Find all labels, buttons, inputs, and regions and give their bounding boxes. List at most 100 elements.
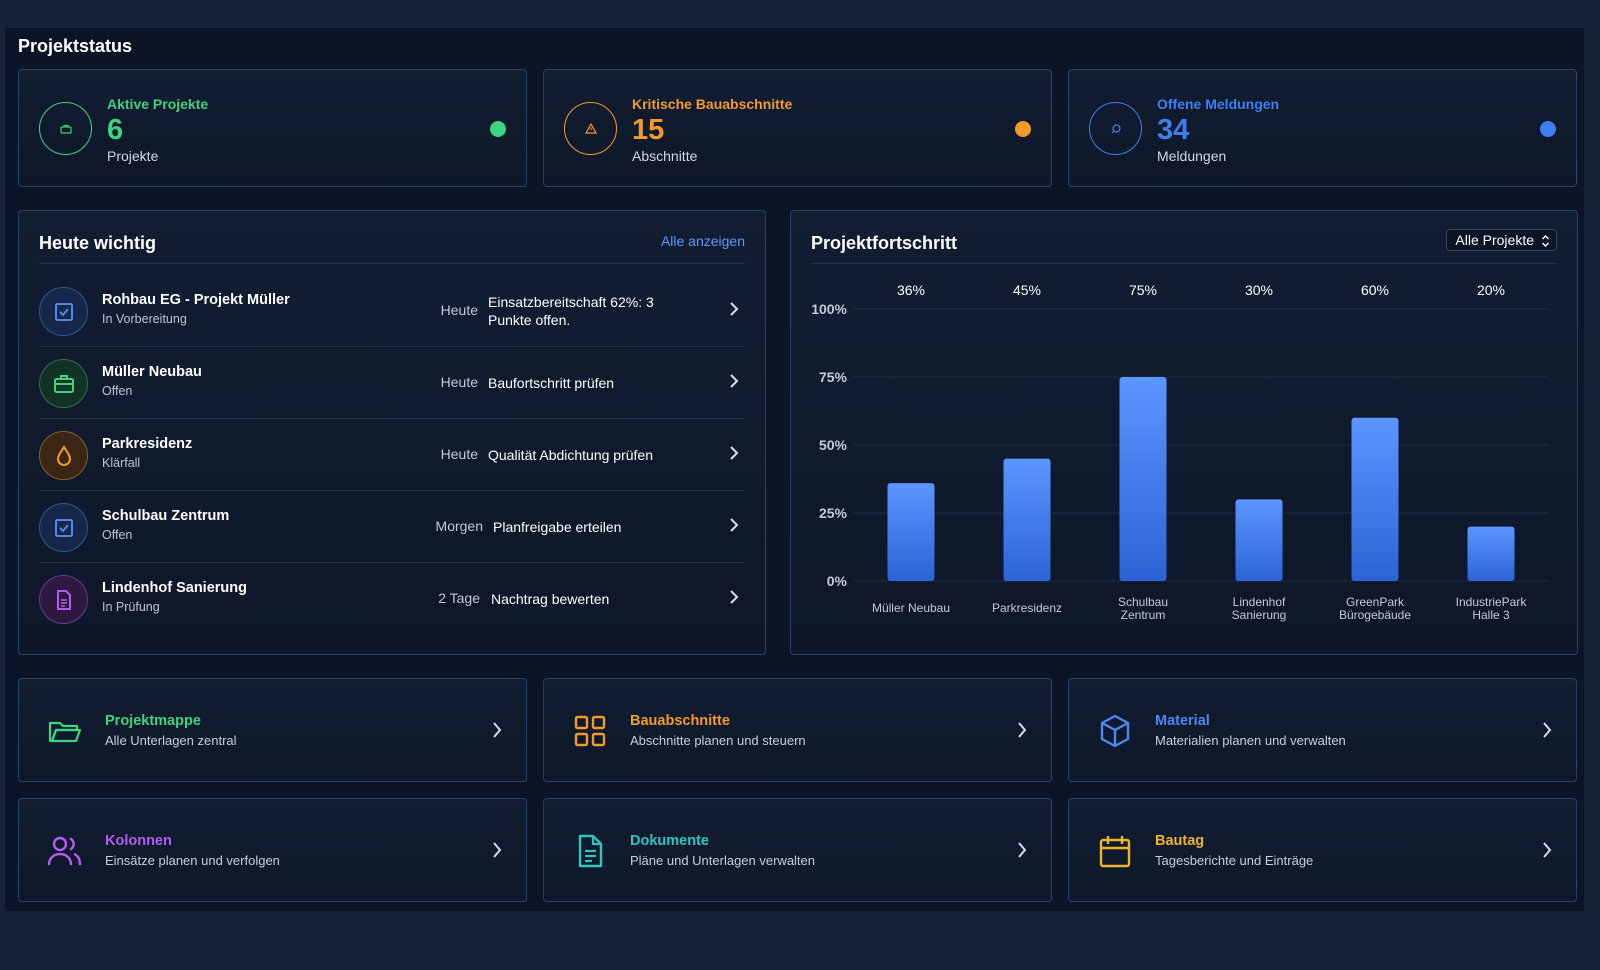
task-name: Schulbau Zentrum xyxy=(102,508,230,524)
tile-title: Bauabschnitte xyxy=(630,713,730,729)
calendar-icon xyxy=(1097,833,1133,869)
tile-title: Bautag xyxy=(1155,833,1205,849)
progress-title: Projektfortschritt xyxy=(811,233,958,253)
show-all-link[interactable]: Alle anzeigen xyxy=(660,233,745,249)
bar-value-label: 36% xyxy=(897,282,925,298)
briefcase-icon xyxy=(39,359,88,408)
stat-card-open-reports[interactable]: Offene Meldungen 34 Meldungen xyxy=(1068,69,1577,187)
x-tick-label: Bürogebäude xyxy=(1339,608,1411,622)
x-tick-label: Zentrum xyxy=(1121,608,1166,622)
project-filter-select[interactable]: Alle Projekte xyxy=(1446,229,1557,251)
folder-icon xyxy=(47,713,83,749)
task-note: Qualität Abdichtung prüfen xyxy=(488,447,654,463)
x-tick-label: Halle 3 xyxy=(1472,608,1510,622)
tile-subtitle: Tagesberichte und Einträge xyxy=(1155,853,1314,868)
task-row[interactable]: Schulbau Zentrum Offen Morgen Planfreiga… xyxy=(39,491,745,563)
filter-value: Alle Projekte xyxy=(1455,232,1534,248)
task-status: In Vorbereitung xyxy=(102,312,187,326)
x-tick-label: Schulbau xyxy=(1118,595,1168,609)
bar-value-label: 75% xyxy=(1129,282,1157,298)
tile-subtitle: Einsätze planen und verfolgen xyxy=(105,853,280,868)
bar-value-label: 30% xyxy=(1245,282,1273,298)
stat-value: 6 xyxy=(107,114,124,146)
task-row[interactable]: Rohbau EG - Projekt Müller In Vorbereitu… xyxy=(39,275,745,347)
tile-bautag[interactable]: Bautag Tagesberichte und Einträge xyxy=(1068,798,1577,902)
tile-title: Kolonnen xyxy=(105,833,172,849)
y-tick-label: 25% xyxy=(819,505,848,521)
chevron-right-icon xyxy=(1542,721,1552,744)
x-tick-label: Parkresidenz xyxy=(992,601,1062,615)
chevron-right-icon[interactable] xyxy=(729,517,739,538)
x-tick-label: GreenPark xyxy=(1346,595,1405,609)
chart-bar xyxy=(1467,526,1515,581)
tile-material[interactable]: Material Materialien planen und verwalte… xyxy=(1068,678,1577,782)
stat-label: Aktive Projekte xyxy=(107,96,209,112)
checkbox-icon xyxy=(39,287,88,336)
tile-subtitle: Materialien planen und verwalten xyxy=(1155,733,1346,748)
status-dot xyxy=(1015,121,1031,137)
users-icon xyxy=(47,833,83,869)
x-tick-label: IndustriePark xyxy=(1456,595,1528,609)
chevron-updown-icon xyxy=(1541,233,1550,253)
chevron-right-icon[interactable] xyxy=(729,373,739,394)
task-name: Parkresidenz xyxy=(102,436,193,452)
tile-kolonnen[interactable]: Kolonnen Einsätze planen und verfolgen xyxy=(18,798,527,902)
chart-bar xyxy=(887,483,935,581)
chevron-right-icon xyxy=(1542,841,1552,864)
bar-value-label: 60% xyxy=(1361,282,1389,298)
stat-unit: Meldungen xyxy=(1157,148,1227,164)
stat-card-active-projects[interactable]: Aktive Projekte 6 Projekte xyxy=(18,69,527,187)
tile-title: Material xyxy=(1155,713,1210,729)
today-panel: Heute wichtig Alle anzeigen Rohbau EG - … xyxy=(18,210,766,655)
progress-bar-chart: 0% 25% 50% 75% 100% 36% Müller Neubau 45% Parkre… xyxy=(811,282,1549,622)
task-row[interactable]: Müller Neubau Offen Heute Baufortschritt… xyxy=(39,347,745,419)
status-dot xyxy=(1540,121,1556,137)
tile-subtitle: Alle Unterlagen zentral xyxy=(105,733,237,748)
task-name: Rohbau EG - Projekt Müller xyxy=(102,292,290,308)
chevron-right-icon[interactable] xyxy=(729,589,739,610)
task-name: Lindenhof Sanierung xyxy=(102,580,247,596)
tile-projektmappe[interactable]: Projektmappe Alle Unterlagen zentral xyxy=(18,678,527,782)
task-due: Heute xyxy=(440,374,478,390)
task-name: Müller Neubau xyxy=(102,364,202,380)
stat-card-critical-sections[interactable]: Kritische Bauabschnitte 15 Abschnitte xyxy=(543,69,1052,187)
x-tick-label: Müller Neubau xyxy=(872,601,950,615)
drop-icon xyxy=(39,431,88,480)
task-note: Planfreigabe erteilen xyxy=(493,519,622,535)
warning-icon xyxy=(564,102,617,155)
x-tick-label: Lindenhof xyxy=(1233,595,1286,609)
task-note: Nachtrag bewerten xyxy=(491,591,610,607)
briefcase-icon xyxy=(39,102,92,155)
box-icon xyxy=(1097,713,1133,749)
stat-value: 15 xyxy=(632,114,665,146)
chevron-right-icon[interactable] xyxy=(729,301,739,322)
task-status: Offen xyxy=(102,528,133,542)
chevron-right-icon xyxy=(492,721,502,744)
task-row[interactable]: Lindenhof Sanierung In Prüfung 2 Tage Na… xyxy=(39,563,745,635)
chevron-right-icon[interactable] xyxy=(729,445,739,466)
chart-bar xyxy=(1351,417,1399,581)
task-due: Heute xyxy=(440,446,478,462)
page-title: Projektstatus xyxy=(18,36,133,56)
task-status: Klärfall xyxy=(102,456,141,470)
checkbox-icon xyxy=(39,503,88,552)
chart-bar xyxy=(1119,377,1167,581)
task-row[interactable]: Parkresidenz Klärfall Heute Qualität Abd… xyxy=(39,419,745,491)
chevron-right-icon xyxy=(492,841,502,864)
x-tick-label: Sanierung xyxy=(1232,608,1287,622)
task-note: Einsatzbereitschaft 62%: 3 Punkte offen. xyxy=(488,294,654,328)
stat-unit: Abschnitte xyxy=(632,148,698,164)
chevron-right-icon xyxy=(1017,721,1027,744)
task-status: In Prüfung xyxy=(102,600,160,614)
chevron-right-icon xyxy=(1017,841,1027,864)
task-due: Morgen xyxy=(435,518,483,534)
grid-icon xyxy=(572,713,608,749)
task-due: 2 Tage xyxy=(438,590,480,606)
divider xyxy=(811,263,1557,264)
tile-title: Dokumente xyxy=(630,833,709,849)
tile-bauabschnitte[interactable]: Bauabschnitte Abschnitte planen und steu… xyxy=(543,678,1052,782)
y-tick-label: 50% xyxy=(819,437,848,453)
chart-bar xyxy=(1235,499,1283,581)
tile-dokumente[interactable]: Dokumente Pläne und Unterlagen verwalten xyxy=(543,798,1052,902)
stat-label: Kritische Bauabschnitte xyxy=(632,96,793,112)
